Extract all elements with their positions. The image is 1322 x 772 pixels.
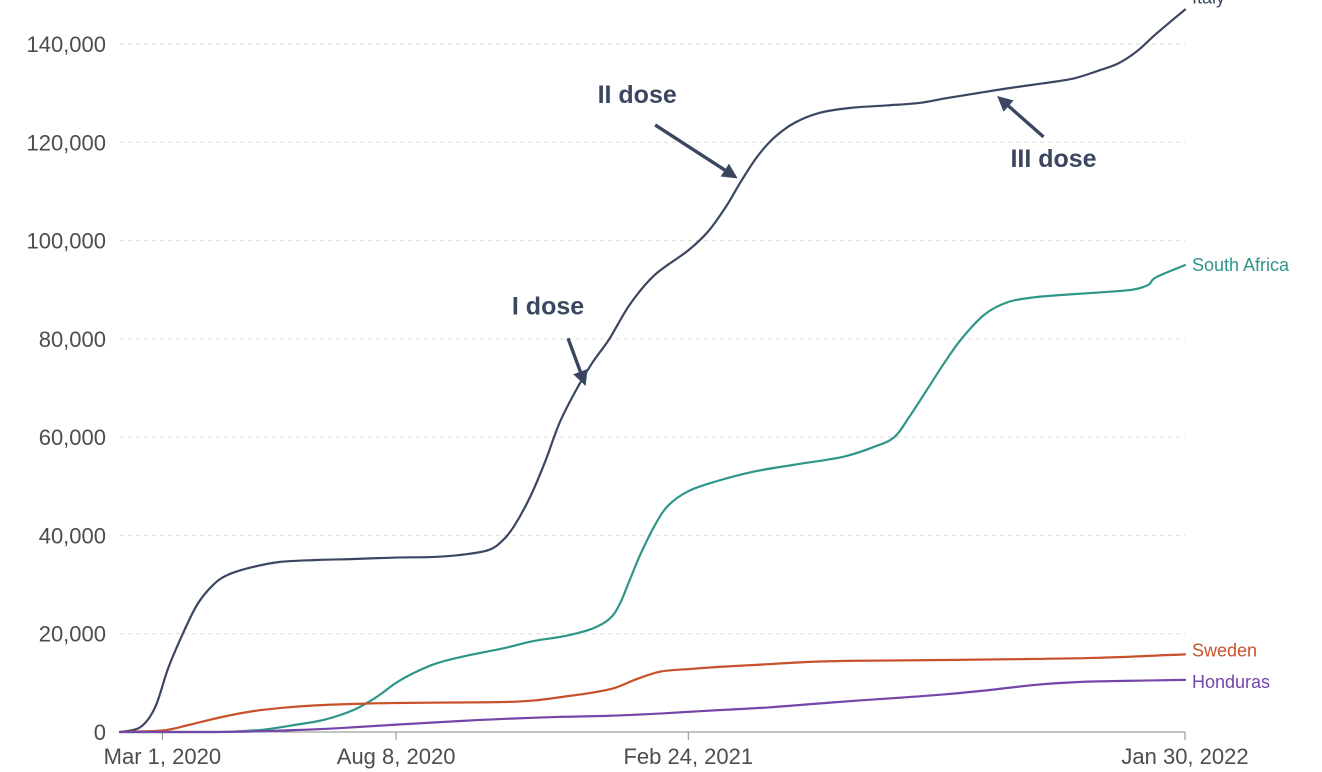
x-tick-label: Aug 8, 2020: [337, 744, 456, 769]
annotations: I dose II dose III dose: [512, 81, 1097, 386]
annotation-ii-dose: II dose: [598, 81, 677, 109]
y-tick-label: 120,000: [26, 130, 106, 155]
series-line-honduras: [118, 678, 1187, 734]
y-tick-label: 20,000: [39, 622, 106, 647]
series-line-south-africa: [118, 264, 1187, 734]
series-labels: Italy South Africa Sweden Honduras: [1192, 0, 1290, 692]
series-line-sweden: [118, 653, 1187, 734]
grid: [120, 43, 1185, 635]
y-tick-label: 80,000: [39, 327, 106, 352]
series-label-honduras: Honduras: [1192, 672, 1270, 692]
x-tick-label: Jan 30, 2022: [1121, 744, 1248, 769]
x-tick-label: Feb 24, 2021: [623, 744, 753, 769]
annotation-i-dose: I dose: [512, 292, 584, 320]
series-line-italy: [118, 8, 1187, 734]
series-lines: [118, 8, 1187, 734]
y-tick-label: 40,000: [39, 523, 106, 548]
series-label-italy: Italy: [1192, 0, 1225, 8]
x-tick-label: Mar 1, 2020: [104, 744, 221, 769]
y-tick-label: 0: [94, 720, 106, 745]
annotation-arrow-i-dose: [566, 337, 588, 386]
y-tick-label: 140,000: [26, 32, 106, 57]
axes: 0 20,000 40,000 60,000 80,000 100,000 120,000 1…: [26, 32, 1248, 769]
annotation-arrow-iii-dose: [997, 96, 1045, 139]
series-label-sweden: Sweden: [1192, 640, 1257, 660]
y-tick-label: 100,000: [26, 229, 106, 254]
y-tick-label: 60,000: [39, 425, 106, 450]
series-label-south-africa: South Africa: [1192, 255, 1290, 275]
annotation-arrow-ii-dose: [654, 123, 738, 179]
annotation-iii-dose: III dose: [1010, 145, 1096, 173]
